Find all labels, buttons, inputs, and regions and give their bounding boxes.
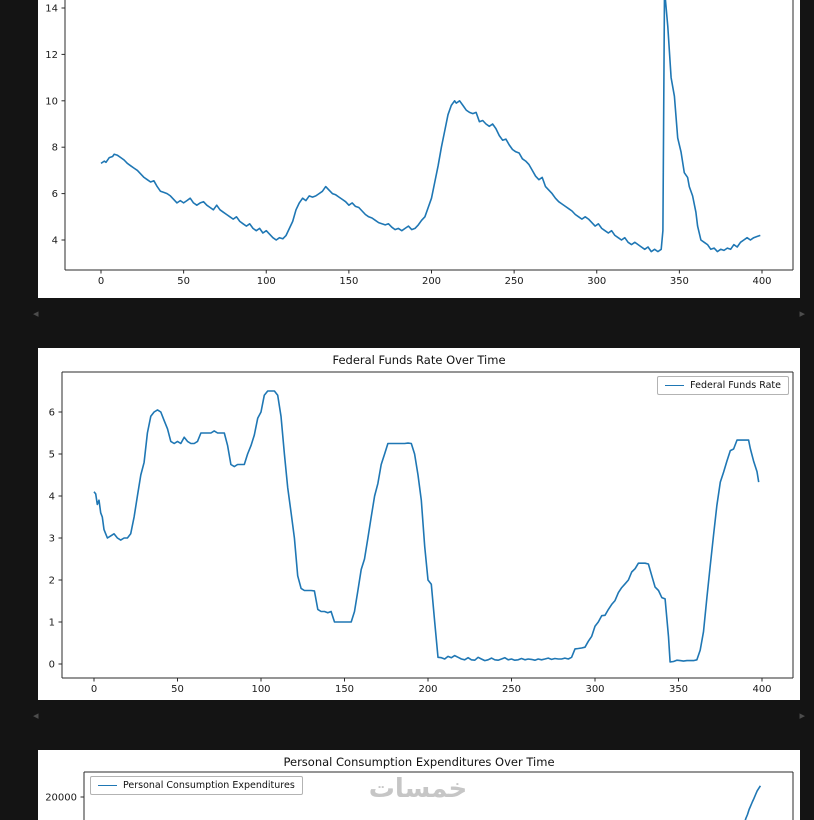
x-tick-label: 150 [335, 684, 354, 695]
legend-label: Federal Funds Rate [690, 380, 781, 391]
x-tick-label: 50 [177, 276, 190, 287]
scroll-left-icon[interactable]: ◂ [33, 709, 39, 722]
legend-line-icon [665, 385, 685, 386]
pce-legend[interactable]: Personal Consumption Expenditures [90, 776, 303, 795]
x-tick-label: 250 [502, 684, 521, 695]
scroll-right-icon[interactable]: ▸ [799, 709, 805, 722]
x-tick-label: 300 [585, 684, 604, 695]
y-tick-label: 20000 [45, 793, 77, 804]
y-tick-label: 0 [49, 660, 55, 671]
scroll-left-icon[interactable]: ◂ [33, 307, 39, 320]
chart-top-plot: 0 50 100 150 200 250 300 350 400 4 6 8 10 12 14 [45, 0, 794, 287]
y-tick-label: 8 [52, 143, 58, 154]
y-tick-label: 4 [52, 236, 58, 247]
x-tick-label: 50 [171, 684, 184, 695]
fed-funds-chart-title: Federal Funds Rate Over Time [332, 353, 506, 367]
y-tick-label: 10 [45, 96, 58, 107]
x-tick-label: 400 [752, 684, 771, 695]
x-tick-label: 250 [505, 276, 524, 287]
pce-chart-title: Personal Consumption Expenditures Over T… [283, 755, 555, 769]
x-tick-label: 400 [752, 276, 771, 287]
fed-funds-plot: 0 50 100 150 200 250 300 350 400 0 1 2 3 4 5 6 [49, 371, 794, 695]
y-tick-label: 4 [49, 492, 55, 503]
y-tick-label: 2 [49, 576, 55, 587]
x-tick-label: 100 [257, 276, 276, 287]
x-tick-label: 150 [339, 276, 358, 287]
y-tick-label: 6 [49, 408, 55, 419]
y-tick-label: 12 [45, 50, 58, 61]
x-tick-label: 200 [418, 684, 437, 695]
scroll-right-icon[interactable]: ▸ [799, 307, 805, 320]
y-tick-label: 14 [45, 4, 58, 15]
khamsat-watermark: خمسات [368, 774, 468, 804]
output-scroll-strip: ◂ ▸ [0, 298, 814, 348]
chart-panel-pce: Personal Consumption Expenditures Over T… [38, 750, 800, 820]
x-tick-label: 0 [91, 684, 97, 695]
chart-panel-top: 0 50 100 150 200 250 300 350 400 4 6 8 10 12 14 [38, 0, 800, 298]
y-tick-label: 3 [49, 534, 55, 545]
x-tick-label: 350 [669, 684, 688, 695]
legend-line-icon [98, 785, 117, 786]
y-tick-label: 6 [52, 189, 58, 200]
y-tick-label: 1 [49, 618, 55, 629]
series-line [100, 0, 761, 253]
series-line [93, 390, 760, 663]
chart-panel-fed-funds: Federal Funds Rate Over Time 0 50 100 150 20… [38, 348, 800, 700]
output-scroll-strip: ◂ ▸ [0, 700, 814, 750]
x-tick-label: 0 [98, 276, 104, 287]
y-tick-label: 5 [49, 450, 55, 461]
x-tick-label: 300 [587, 276, 606, 287]
pce-plot: 20000 [45, 771, 794, 820]
x-tick-label: 100 [251, 684, 270, 695]
series-line [744, 785, 762, 820]
x-tick-label: 350 [670, 276, 689, 287]
legend-label: Personal Consumption Expenditures [123, 780, 295, 791]
fed-funds-legend[interactable]: Federal Funds Rate [657, 376, 789, 395]
x-tick-label: 200 [422, 276, 441, 287]
